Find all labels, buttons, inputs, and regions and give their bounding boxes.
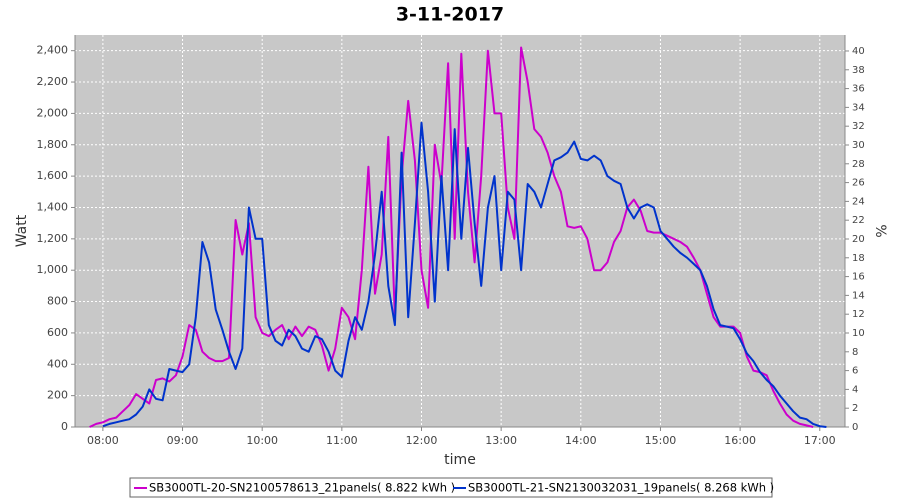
y-tick-label: 0 [61, 420, 68, 433]
y2-tick-label: 30 [852, 140, 865, 151]
y-tick-label: 2,000 [37, 106, 69, 119]
x-tick-label: 13:00 [485, 434, 517, 447]
y-tick-label: 1,400 [37, 200, 69, 213]
y2-tick-label: 26 [852, 178, 865, 189]
y-axis-label: Watt [14, 214, 30, 247]
y-tick-label: 1,200 [37, 232, 69, 245]
y2-tick-label: 16 [852, 272, 865, 283]
y2-tick-label: 4 [852, 384, 858, 395]
x-axis-label: time [444, 452, 476, 468]
y2-tick-label: 2 [852, 403, 858, 414]
y-tick-label: 1,800 [37, 138, 69, 151]
y-tick-label: 2,400 [37, 44, 69, 57]
y-tick-label: 800 [47, 295, 68, 308]
y2-tick-label: 18 [852, 253, 865, 264]
y-tick-label: 200 [47, 389, 68, 402]
y2-tick-label: 8 [852, 347, 858, 358]
chart-title: 3-11-2017 [396, 4, 504, 26]
y2-axis-label: % [872, 224, 888, 237]
y-tick-label: 600 [47, 326, 68, 339]
y2-tick-label: 28 [852, 159, 865, 170]
y2-tick-label: 38 [852, 65, 865, 76]
y-tick-label: 1,600 [37, 169, 69, 182]
legend [129, 477, 773, 498]
y2-tick-label: 10 [852, 328, 865, 339]
y2-tick-label: 6 [852, 366, 858, 377]
y2-tick-label: 32 [852, 121, 865, 132]
y2-tick-label: 40 [852, 46, 865, 57]
x-tick-label: 16:00 [724, 434, 756, 447]
y-tick-label: 400 [47, 357, 68, 370]
y2-tick-label: 20 [852, 234, 865, 245]
y2-tick-label: 12 [852, 309, 865, 320]
series-line [89, 46, 814, 428]
x-tick-label: 17:00 [804, 434, 836, 447]
x-tick-label: 08:00 [87, 434, 119, 447]
x-tick-label: 15:00 [645, 434, 677, 447]
y2-tick-label: 24 [852, 196, 865, 207]
y2-tick-label: 34 [852, 102, 865, 113]
legend-label: SB3000TL-20-SN2100578613_21panels( 8.822… [149, 481, 455, 495]
x-tick-label: 14:00 [565, 434, 597, 447]
y-tick-label: 1,000 [37, 263, 69, 276]
series-line [102, 121, 827, 428]
y2-tick-label: 36 [852, 84, 865, 95]
y-tick-label: 2,200 [37, 75, 69, 88]
y2-tick-label: 22 [852, 215, 865, 226]
x-tick-label: 11:00 [326, 434, 358, 447]
y2-tick-label: 14 [852, 290, 865, 301]
x-tick-label: 12:00 [406, 434, 438, 447]
legend-label: SB3000TL-21-SN2130032031_19panels( 8.268… [468, 481, 774, 495]
x-tick-label: 09:00 [167, 434, 199, 447]
y2-tick-label: 0 [852, 422, 858, 433]
x-tick-label: 10:00 [246, 434, 278, 447]
